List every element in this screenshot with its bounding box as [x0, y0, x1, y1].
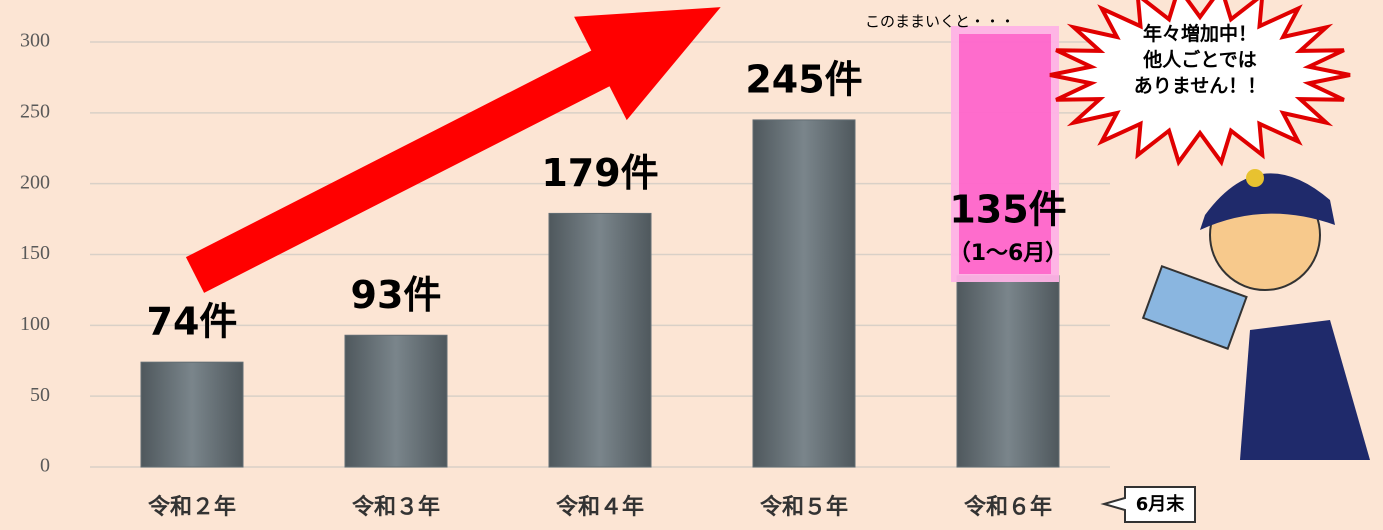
period-label: 6月末: [1136, 493, 1186, 515]
callout-line: 他人ごとでは: [1142, 48, 1256, 71]
x-tick-label: 令和５年: [760, 494, 848, 520]
x-tick-label: 令和６年: [964, 494, 1052, 520]
y-tick-label: 50: [30, 384, 50, 406]
y-tick-label: 0: [40, 455, 50, 477]
annotation: （1〜6月）: [949, 241, 1068, 266]
value-label: 245件: [745, 57, 862, 101]
value-label: 93件: [351, 273, 442, 317]
callout-text: 年々増加中！ 他人ごとではありません！！: [1134, 22, 1266, 97]
y-tick-label: 300: [20, 30, 50, 52]
value-label: 135件: [949, 187, 1066, 231]
x-tick-label: 令和３年: [352, 494, 440, 520]
chart: 0 50 100 150 200 250 300 令和２年 令和３年 令和４年 令和５年 令和６年 こ…: [0, 0, 1383, 530]
y-tick-label: 250: [20, 100, 50, 122]
y-tick-label: 150: [20, 242, 50, 264]
trend-arrow: [169, 0, 747, 327]
y-tick-label: 200: [20, 171, 50, 193]
bar: [957, 276, 1059, 467]
bar: [753, 120, 855, 467]
note: このままいくと・・・: [865, 13, 1015, 31]
bar: [141, 362, 243, 467]
officer-illustration: [1143, 169, 1370, 460]
y-tick-label: 100: [20, 313, 50, 335]
value-label: 74件: [147, 300, 238, 344]
x-tick-label: 令和４年: [556, 494, 644, 520]
x-tick-label: 令和２年: [148, 494, 236, 520]
value-label: 179件: [541, 151, 658, 195]
bar: [549, 213, 651, 467]
callout-line: 年々増加中！: [1143, 22, 1257, 45]
bar: [345, 335, 447, 467]
callout-line: ありません！！: [1134, 75, 1266, 97]
